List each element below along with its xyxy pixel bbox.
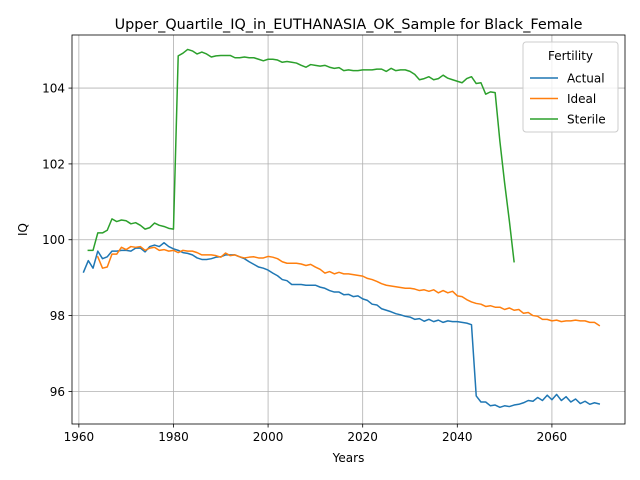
legend-label-sterile: Sterile [567, 113, 606, 127]
plot-area-frame [71, 34, 626, 425]
series-line-actual [82, 242, 601, 409]
x-tick-label: 2020 [347, 430, 378, 444]
chart-title: Upper_Quartile_IQ_in_EUTHANASIA_OK_Sampl… [115, 17, 583, 33]
legend-box [522, 41, 619, 133]
legend-entries: Actual Ideal Sterile [530, 72, 606, 127]
y-tick-label: 104 [42, 82, 65, 96]
axis-ticks: 1960 1980 2000 2020 2040 2060 96 98 100 102 104 [42, 82, 567, 444]
y-tick-label: 102 [42, 157, 65, 171]
y-tick-label: 96 [50, 385, 65, 399]
series-line-ideal [96, 245, 601, 327]
x-tick-label: 1960 [64, 430, 95, 444]
series-line-sterile [87, 48, 515, 263]
x-tick-label: 2060 [537, 430, 568, 444]
legend: Fertility Actual Ideal Sterile [522, 41, 619, 133]
legend-label-actual: Actual [567, 72, 605, 86]
series-lines [82, 48, 601, 409]
x-tick-label: 2040 [442, 430, 473, 444]
x-axis-label: Years [332, 451, 365, 465]
x-tick-label: 2000 [253, 430, 284, 444]
y-axis-label: IQ [16, 223, 30, 236]
legend-label-ideal: Ideal [567, 92, 596, 106]
y-tick-label: 100 [42, 233, 65, 247]
legend-title: Fertility [548, 49, 593, 63]
y-tick-label: 98 [50, 309, 65, 323]
x-tick-label: 1980 [158, 430, 189, 444]
